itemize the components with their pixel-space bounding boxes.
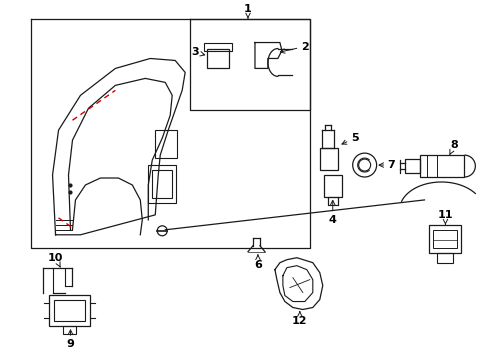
Text: 3: 3 bbox=[191, 48, 204, 58]
Text: 10: 10 bbox=[48, 253, 63, 267]
Bar bbox=[48, 294, 90, 327]
Text: 7: 7 bbox=[378, 160, 395, 170]
Bar bbox=[155, 130, 177, 158]
Text: 9: 9 bbox=[66, 330, 74, 349]
Text: 4: 4 bbox=[328, 201, 336, 225]
Bar bbox=[53, 300, 85, 321]
Bar bbox=[203, 42, 232, 50]
Text: 11: 11 bbox=[437, 210, 452, 224]
Text: 1: 1 bbox=[244, 4, 251, 18]
Bar bbox=[419, 155, 464, 177]
Text: 8: 8 bbox=[449, 140, 457, 154]
Text: 5: 5 bbox=[341, 133, 358, 144]
Bar bbox=[319, 148, 337, 170]
Bar bbox=[428, 225, 461, 253]
Bar bbox=[432, 230, 456, 248]
Text: 6: 6 bbox=[253, 255, 262, 270]
Bar bbox=[323, 175, 341, 197]
Bar bbox=[152, 170, 172, 198]
Bar bbox=[148, 165, 176, 203]
Text: 12: 12 bbox=[291, 312, 307, 327]
Bar bbox=[404, 159, 420, 173]
Bar bbox=[62, 327, 76, 334]
Text: 2: 2 bbox=[280, 41, 308, 53]
Bar bbox=[327, 197, 337, 205]
Bar bbox=[437, 253, 452, 263]
Bar bbox=[207, 49, 228, 68]
